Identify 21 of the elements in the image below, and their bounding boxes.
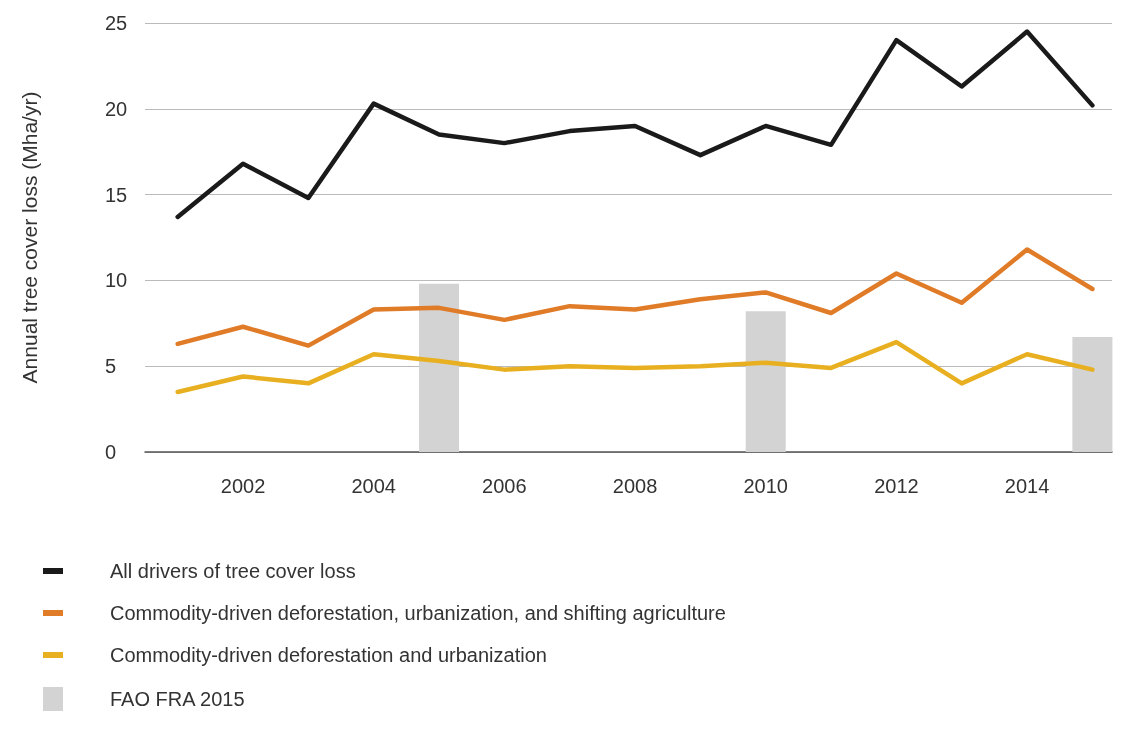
x-tick-label: 2010	[743, 475, 788, 497]
x-tick-label: 2012	[874, 475, 919, 497]
y-tick-label: 10	[105, 269, 128, 292]
line-series	[175, 247, 1095, 348]
legend-label: Commodity-driven deforestation and urbanization	[110, 644, 547, 666]
y-tick-label: 20	[105, 97, 128, 120]
legend-label: Commodity-driven deforestation, urbanization, and shifting agriculture	[110, 602, 726, 624]
y-tick-label: 15	[105, 183, 128, 206]
line-series	[175, 339, 1095, 395]
x-tick-label: 2006	[482, 475, 527, 497]
x-tick-label: 2014	[1004, 475, 1050, 497]
y-axis-title: Annual tree cover loss (Mha/yr)	[18, 91, 41, 384]
legend-label: All drivers of tree cover loss	[110, 560, 356, 582]
x-tick-label: 2002	[220, 475, 266, 497]
y-tick-label: 0	[105, 441, 117, 463]
x-tick-label: 2004	[351, 475, 396, 497]
y-tick-label: 25	[105, 12, 128, 34]
line-series	[175, 29, 1095, 220]
y-tick-label: 5	[105, 355, 117, 378]
legend-label: FAO FRA 2015	[110, 688, 245, 710]
x-tick-label: 2008	[612, 475, 658, 497]
